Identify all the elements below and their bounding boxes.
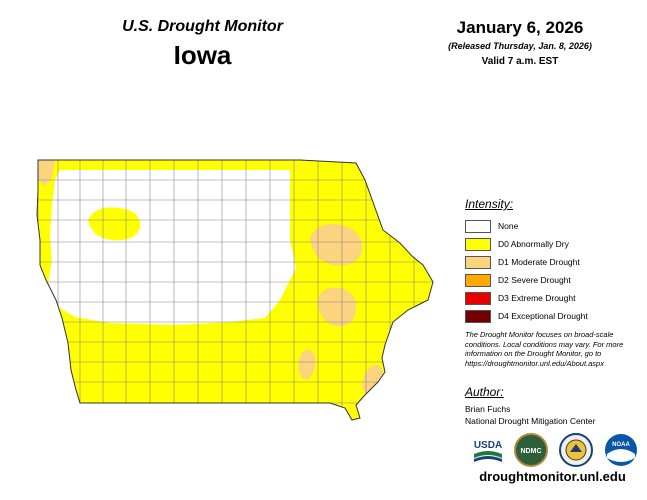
legend-item-d3: D3 Extreme Drought: [465, 289, 635, 307]
legend-swatch: [465, 291, 491, 305]
legend-item-d1: D1 Moderate Drought: [465, 253, 635, 271]
legend-item-d0: D0 Abnormally Dry: [465, 235, 635, 253]
legend-label: D0 Abnormally Dry: [498, 239, 569, 249]
legend-label: None: [498, 221, 519, 231]
d1-region-northwest: [38, 160, 55, 186]
author-heading: Author:: [465, 385, 504, 399]
legend-item-none: None: [465, 217, 635, 235]
noaa-logo-text: NOAA: [612, 442, 630, 448]
legend: Intensity: None D0 Abnormally Dry D1 Mod…: [465, 197, 635, 325]
legend-swatch: [465, 273, 491, 287]
noaa-logo: NOAA: [603, 432, 639, 468]
usda-logo: USDA: [470, 432, 506, 468]
d1-region-south: [298, 349, 316, 379]
legend-label: D4 Exceptional Drought: [498, 311, 588, 321]
usda-logo-text: USDA: [474, 440, 502, 451]
author-org: National Drought Mitigation Center: [465, 416, 596, 426]
legend-swatch: [465, 255, 491, 269]
legend-swatch: [465, 237, 491, 251]
legend-item-d2: D2 Severe Drought: [465, 271, 635, 289]
state-name: Iowa: [173, 40, 232, 70]
d1-region-east-central: [318, 287, 357, 327]
legend-swatch: [465, 219, 491, 233]
map-title: U.S. Drought Monitor: [122, 18, 283, 35]
usda-icon: USDA: [474, 440, 502, 462]
ndmc-logo: NDMC: [513, 432, 549, 468]
map-date: January 6, 2026: [456, 18, 584, 37]
legend-label: D1 Moderate Drought: [498, 257, 580, 267]
legend-item-d4: D4 Exceptional Drought: [465, 307, 635, 325]
legend-label: D3 Extreme Drought: [498, 293, 576, 303]
disclaimer-note: The Drought Monitor focuses on broad-sca…: [465, 330, 624, 368]
drought-layer: [37, 160, 433, 420]
dept-commerce-seal: [558, 432, 594, 468]
d0-island: [88, 207, 141, 241]
author-name: Brian Fuchs: [465, 404, 511, 414]
ndmc-logo-text: NDMC: [521, 448, 542, 455]
commerce-seal-icon: [559, 433, 593, 467]
d1-region-northeast: [310, 223, 363, 266]
valid-time: Valid 7 a.m. EST: [481, 56, 559, 67]
release-date: (Released Thursday, Jan. 8, 2026): [448, 41, 592, 51]
county-lines: [37, 160, 433, 420]
state-boundary: [36, 159, 434, 421]
legend-label: D2 Severe Drought: [498, 275, 571, 285]
legend-heading: Intensity:: [465, 197, 514, 211]
noaa-icon: NOAA: [605, 434, 637, 466]
ndmc-icon: NDMC: [514, 433, 548, 467]
legend-swatch: [465, 309, 491, 323]
footer-url[interactable]: droughtmonitor.unl.edu: [479, 469, 626, 484]
